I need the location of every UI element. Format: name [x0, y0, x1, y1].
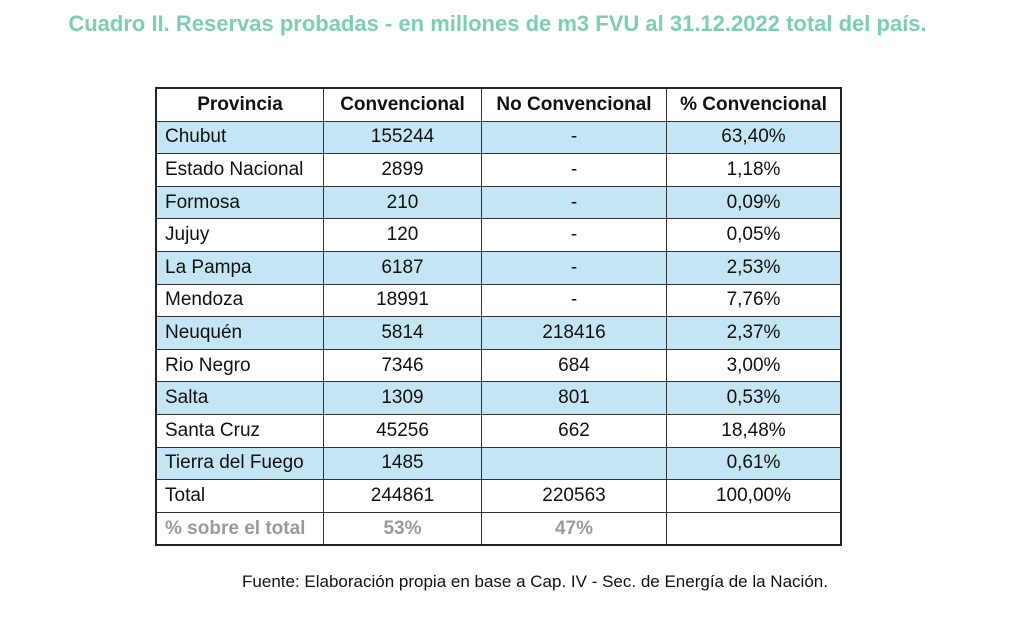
cell-convencional: 6187	[323, 250, 482, 285]
table-row: La Pampa 6187-2,53%	[155, 250, 842, 285]
cell-provincia: Santa Cruz	[155, 413, 324, 448]
cell-no-convencional	[481, 446, 667, 481]
table-row: Formosa 210-0,09%	[155, 185, 842, 220]
cell-pct-convencional: 0,09%	[666, 185, 842, 220]
cell-pct-convencional: 100,00%	[666, 479, 842, 513]
table-title: Cuadro II. Reservas probadas - en millon…	[68, 11, 927, 36]
cell-pct-convencional	[666, 511, 842, 546]
cell-pct-convencional: 18,48%	[666, 413, 842, 448]
cell-provincia: Total	[155, 479, 324, 513]
cell-convencional: 2899	[323, 153, 482, 187]
reserves-table: Provincia Convencional No Convencional %…	[155, 87, 842, 547]
cell-no-convencional: 684	[481, 348, 667, 383]
cell-no-convencional: 218416	[481, 316, 667, 350]
cell-no-convencional: -	[481, 283, 667, 318]
cell-provincia: Formosa	[155, 185, 324, 220]
cell-no-convencional: 662	[481, 413, 667, 448]
cell-provincia: Estado Nacional	[155, 153, 324, 187]
cell-provincia: % sobre el total	[155, 511, 324, 546]
header-convencional: Convencional	[323, 87, 482, 122]
table-row: Rio Negro 7346 684 3,00%	[155, 348, 842, 383]
cell-provincia: Neuquén	[155, 316, 324, 350]
percent-row: % sobre el total 53% 47%	[155, 511, 842, 546]
table-row: Mendoza 18991-7,76%	[155, 283, 842, 318]
cell-provincia: La Pampa	[155, 250, 324, 285]
cell-convencional: 18991	[323, 283, 482, 318]
cell-provincia: Tierra del Fuego	[155, 446, 324, 481]
table-row: Jujuy 120-0,05%	[155, 218, 842, 252]
cell-provincia: Mendoza	[155, 283, 324, 318]
cell-provincia: Rio Negro	[155, 348, 324, 383]
cell-convencional: 5814	[323, 316, 482, 350]
table-row: Estado Nacional 2899-1,18%	[155, 153, 842, 187]
cell-no-convencional: -	[481, 218, 667, 252]
source-note: Fuente: Elaboración propia en base a Cap…	[242, 572, 828, 591]
cell-pct-convencional: 0,61%	[666, 446, 842, 481]
cell-convencional: 1485	[323, 446, 482, 481]
cell-pct-convencional: 0,53%	[666, 381, 842, 415]
cell-convencional: 7346	[323, 348, 482, 383]
cell-convencional: 120	[323, 218, 482, 252]
cell-convencional: 210	[323, 185, 482, 220]
cell-no-convencional: 801	[481, 381, 667, 415]
table-row: Neuquén 5814 218416 2,37%	[155, 316, 842, 350]
header-no-convencional: No Convencional	[481, 87, 667, 122]
cell-convencional: 1309	[323, 381, 482, 415]
cell-no-convencional: -	[481, 185, 667, 220]
cell-no-convencional: -	[481, 153, 667, 187]
cell-no-convencional: -	[481, 120, 667, 155]
table-row: Salta 1309 801 0,53%	[155, 381, 842, 415]
cell-pct-convencional: 0,05%	[666, 218, 842, 252]
cell-pct-convencional: 1,18%	[666, 153, 842, 187]
cell-no-convencional: 220563	[481, 479, 667, 513]
cell-pct-convencional: 3,00%	[666, 348, 842, 383]
cell-convencional: 244861	[323, 479, 482, 513]
cell-provincia: Jujuy	[155, 218, 324, 252]
table-row: Chubut 155244-63,40%	[155, 120, 842, 155]
cell-provincia: Salta	[155, 381, 324, 415]
cell-pct-convencional: 63,40%	[666, 120, 842, 155]
cell-pct-convencional: 2,37%	[666, 316, 842, 350]
header-pct-convencional: % Convencional	[666, 87, 842, 122]
header-row: Provincia Convencional No Convencional %…	[155, 87, 842, 122]
cell-no-convencional: 47%	[481, 511, 667, 546]
total-row: Total 244861 220563 100,00%	[155, 479, 842, 513]
cell-convencional: 45256	[323, 413, 482, 448]
cell-no-convencional: -	[481, 250, 667, 285]
header-provincia: Provincia	[155, 87, 324, 122]
cell-provincia: Chubut	[155, 120, 324, 155]
cell-pct-convencional: 7,76%	[666, 283, 842, 318]
cell-convencional: 155244	[323, 120, 482, 155]
table-row: Tierra del Fuego 1485 0,61%	[155, 446, 842, 481]
table-row: Santa Cruz 45256 662 18,48%	[155, 413, 842, 448]
cell-convencional: 53%	[323, 511, 482, 546]
cell-pct-convencional: 2,53%	[666, 250, 842, 285]
